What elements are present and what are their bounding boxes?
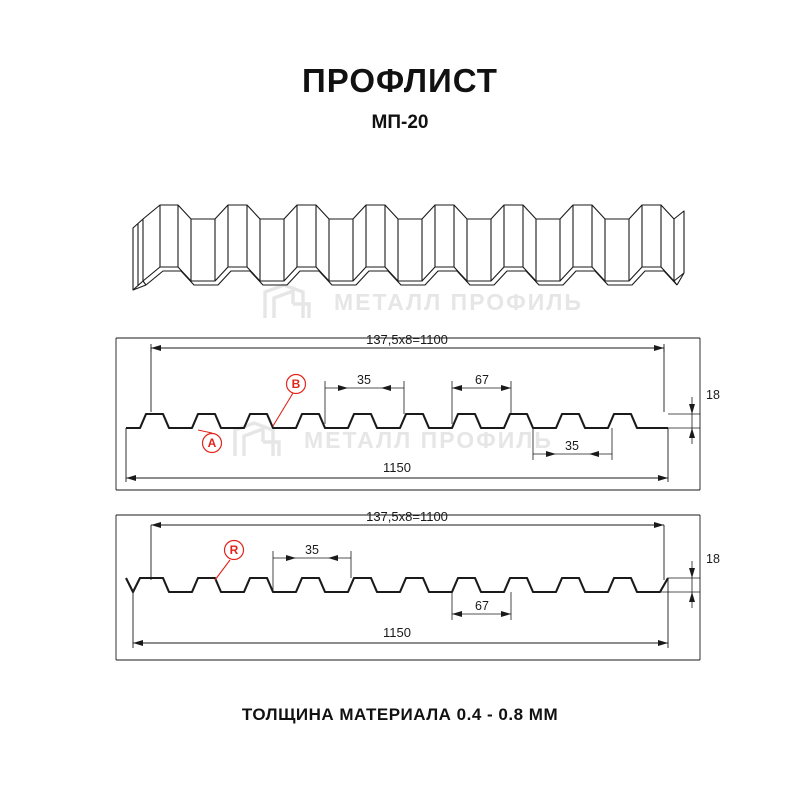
model-name: МП-20 — [371, 112, 429, 133]
page-title: ПРОФЛИСТ — [302, 62, 498, 99]
dimension-35-top-1: 35 — [357, 373, 371, 387]
material-thickness-label: ТОЛЩИНА МАТЕРИАЛА 0.4 - 0.8 ММ — [241, 705, 559, 724]
profile-section-1: 137,5х8=1100 35 — [115, 332, 720, 491]
callout-a: A — [197, 429, 223, 454]
svg-text:A: A — [208, 436, 217, 450]
dimension-top-1: 137,5х8=1100 — [366, 332, 448, 347]
callout-b: B — [272, 373, 307, 427]
callout-r: R — [214, 539, 245, 581]
corrugation-profile-2 — [125, 576, 669, 594]
dimension-67-top-1: 67 — [475, 373, 489, 387]
dimension-height-2: 18 — [706, 552, 720, 566]
dimension-top-2: 137,5х8=1100 — [366, 509, 448, 524]
isometric-profile-view — [132, 204, 685, 291]
svg-text:B: B — [292, 377, 301, 391]
corrugation-profile-1 — [126, 412, 668, 430]
dimension-height-1: 18 — [706, 388, 720, 402]
dimension-bottom-1: 1150 — [383, 460, 411, 475]
dimension-35-bottom-1: 35 — [565, 439, 579, 453]
dimension-35-top-2: 35 — [305, 543, 319, 557]
profile-section-2: 137,5х8=1100 35 — [115, 509, 720, 661]
dimension-67-bottom-2: 67 — [475, 599, 489, 613]
dimension-bottom-2: 1150 — [383, 625, 411, 640]
svg-text:R: R — [230, 543, 239, 557]
